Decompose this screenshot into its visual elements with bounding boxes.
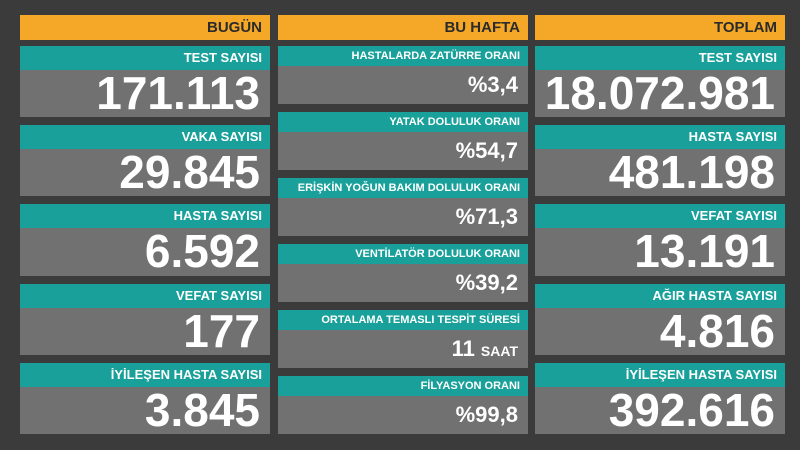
card-label: İYİLEŞEN HASTA SAYISI [20, 362, 270, 387]
value-text: 4.816 [659, 304, 775, 357]
value-text: %3,4 [467, 72, 518, 97]
card-label: YATAK DOLULUK ORANI [278, 112, 528, 132]
card-value: 3.845 [20, 383, 270, 436]
card-value: 18.072.981 [535, 67, 785, 119]
card-value: 29.845 [20, 146, 270, 199]
column-header: TOPLAM [535, 15, 785, 40]
value-text: 392.616 [608, 383, 775, 436]
card-value: 6.592 [20, 225, 270, 278]
card-value: %71,3 [278, 198, 528, 236]
card-label: VEFAT SAYISI [20, 283, 270, 308]
column-header: BU HAFTA [278, 15, 528, 40]
card-value: %99,8 [278, 396, 528, 434]
card-label: VAKA SAYISI [20, 125, 270, 150]
card-value: %39,2 [278, 264, 528, 302]
card-label: ERİŞKİN YOĞUN BAKIM DOLULUK ORANI [278, 178, 528, 198]
card-value: 392.616 [535, 383, 785, 436]
card-value: %54,7 [278, 132, 528, 170]
card-label: HASTALARDA ZATÜRRE ORANI [278, 46, 528, 66]
value-text: %71,3 [455, 204, 518, 229]
value-text: %39,2 [455, 270, 518, 295]
card-label: AĞIR HASTA SAYISI [535, 283, 785, 308]
card-value: 171.113 [20, 67, 270, 119]
card-value: 11 SAAT [278, 330, 528, 368]
value-text: 13.191 [634, 225, 775, 278]
value-text: 11 [451, 336, 475, 361]
card-label: TEST SAYISI [535, 46, 785, 70]
card-label: HASTA SAYISI [20, 204, 270, 229]
card-label: HASTA SAYISI [535, 125, 785, 150]
card-value: 4.816 [535, 304, 785, 357]
column-header: BUGÜN [20, 15, 270, 40]
card-value: 13.191 [535, 225, 785, 278]
value-text: 6.592 [144, 225, 260, 278]
card-label: FİLYASYON ORANI [278, 376, 528, 396]
value-text: 18.072.981 [544, 67, 775, 119]
card-value: 481.198 [535, 146, 785, 199]
card-label: TEST SAYISI [20, 46, 270, 70]
value-unit: SAAT [480, 343, 518, 359]
value-text: %99,8 [455, 402, 518, 427]
card-label: VENTİLATÖR DOLULUK ORANI [278, 244, 528, 264]
card-value: %3,4 [278, 66, 528, 104]
value-text: %54,7 [455, 138, 518, 163]
value-text: 29.845 [119, 146, 260, 199]
value-text: 3.845 [144, 383, 260, 436]
value-text: 481.198 [608, 146, 775, 199]
card-label: İYİLEŞEN HASTA SAYISI [535, 362, 785, 387]
value-text: 171.113 [96, 67, 260, 119]
card-value: 177 [20, 304, 270, 357]
value-text: 177 [183, 304, 260, 357]
card-label: ORTALAMA TEMASLI TESPİT SÜRESİ [278, 310, 528, 330]
card-label: VEFAT SAYISI [535, 204, 785, 229]
